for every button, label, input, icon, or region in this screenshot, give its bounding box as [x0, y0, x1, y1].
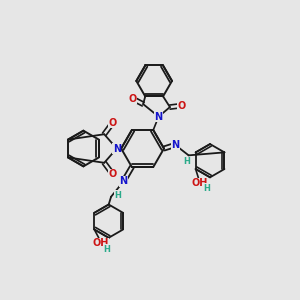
Text: N: N: [119, 176, 128, 186]
Text: OH: OH: [92, 238, 108, 248]
Text: H: H: [114, 191, 121, 200]
Text: H: H: [103, 244, 110, 253]
Text: OH: OH: [192, 178, 208, 188]
Text: N: N: [112, 143, 121, 154]
Text: N: N: [171, 140, 179, 150]
Text: O: O: [178, 100, 186, 111]
Text: O: O: [108, 169, 117, 179]
Text: N: N: [154, 112, 163, 122]
Text: H: H: [203, 184, 210, 193]
Text: H: H: [184, 158, 190, 166]
Text: O: O: [129, 94, 137, 104]
Text: O: O: [108, 118, 117, 128]
